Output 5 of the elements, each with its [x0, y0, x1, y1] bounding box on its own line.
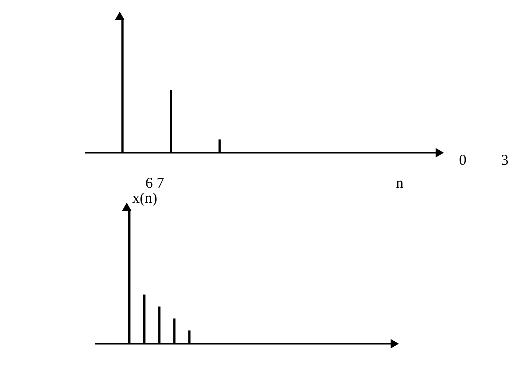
text: 6 7 — [146, 176, 165, 192]
text: 0 — [459, 153, 467, 169]
text: n — [396, 176, 404, 192]
text: 3 — [501, 153, 509, 169]
y-axis-title: x(n) — [132, 191, 158, 207]
